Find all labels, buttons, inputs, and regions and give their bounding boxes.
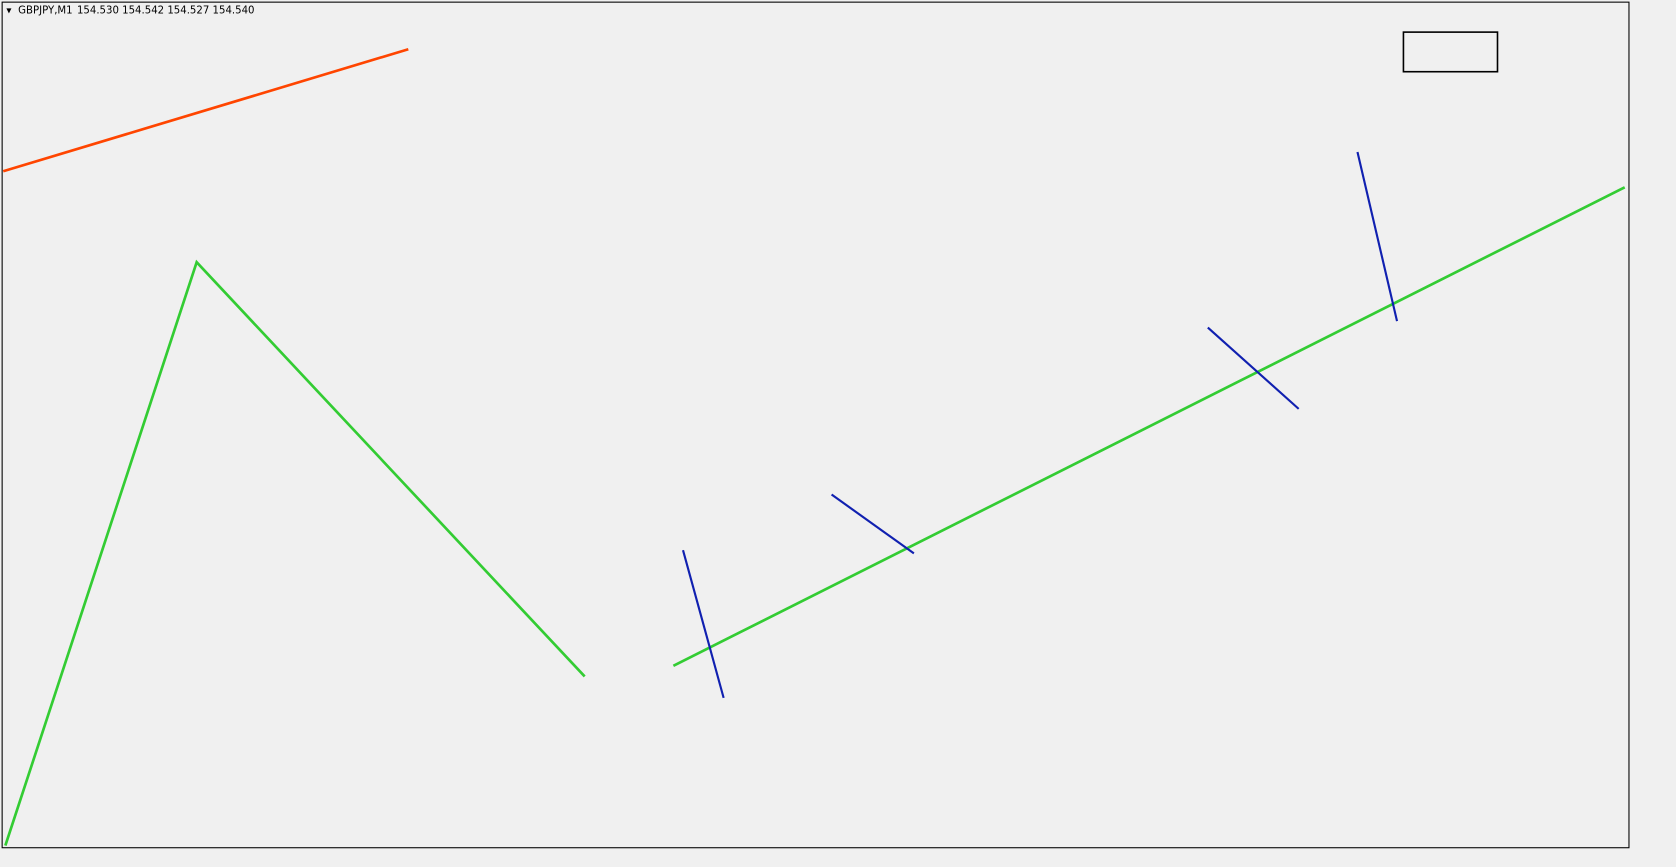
trend-line xyxy=(830,493,915,555)
trend-line xyxy=(2,47,409,173)
quote: 154.530 154.542 154.527 154.540 xyxy=(77,6,255,17)
trend-line xyxy=(4,259,586,847)
drawings xyxy=(2,31,1626,847)
header-arrow: ▾ xyxy=(6,6,12,17)
trend-line xyxy=(672,186,1626,667)
highlight-box xyxy=(1402,31,1499,73)
trend-line xyxy=(1356,151,1399,322)
trend-line xyxy=(1207,326,1300,410)
symbol: GBPJPY,M1 xyxy=(18,6,72,17)
plot-border xyxy=(1,1,1630,849)
trend-line xyxy=(681,549,725,699)
